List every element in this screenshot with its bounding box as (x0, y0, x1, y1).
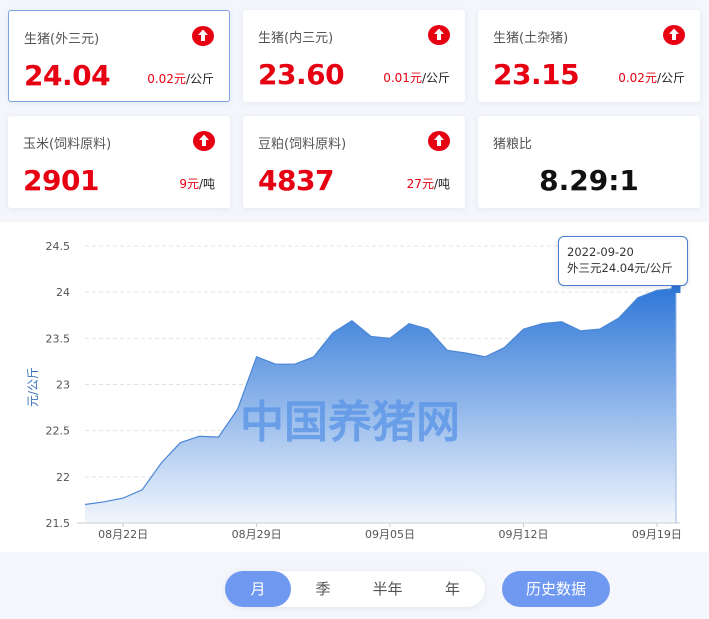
arrow-up-icon (663, 25, 685, 45)
card-change: 0.02元/公斤 (618, 69, 685, 86)
x-tick-label: 09月05日 (365, 528, 415, 541)
chart-svg: 中国养猪网 21.5 22 22.5 23 23.5 24 24.5 08月22日 08月29日… (26, 240, 682, 541)
y-tick-label: 23.5 (46, 332, 71, 345)
change-unit: /公斤 (421, 71, 450, 85)
y-tick-label: 22 (56, 471, 70, 484)
price-chart: 中国养猪网 21.5 22 22.5 23 23.5 24 24.5 08月22日 08月29日… (0, 222, 709, 552)
watermark: 中国养猪网 (240, 397, 460, 448)
y-tick-label: 21.5 (46, 517, 71, 530)
card-price: 4837 (258, 164, 334, 197)
range-year[interactable]: 年 (444, 580, 460, 598)
change-unit: /公斤 (656, 71, 685, 85)
range-quarter[interactable]: 季 (315, 580, 331, 598)
price-card[interactable]: 玉米(饲料原料) 2901 9元/吨 (8, 116, 230, 208)
x-tick-label: 08月29日 (232, 528, 282, 541)
chart-tooltip: 2022-09-20 外三元24.04元/公斤 (558, 236, 688, 286)
change-value: 0.01元 (383, 71, 422, 85)
card-name: 猪粮比 (493, 137, 533, 152)
price-card[interactable]: 生猪(外三元) 24.04 0.02元/公斤 (8, 10, 230, 102)
change-unit: /吨 (433, 177, 450, 191)
card-name: 豆粕(饲料原料) (258, 137, 347, 152)
range-half-year[interactable]: 半年 (372, 580, 403, 598)
range-selector: 月 季 半年 年 (225, 571, 485, 607)
hover-marker (671, 283, 681, 293)
change-value: 27元 (406, 177, 434, 191)
change-unit: /吨 (198, 177, 215, 191)
card-name: 生猪(内三元) (258, 31, 334, 46)
card-change: 0.01元/公斤 (383, 69, 450, 86)
price-card[interactable]: 豆粕(饲料原料) 4837 27元/吨 (243, 116, 465, 208)
price-card[interactable]: 生猪(土杂猪) 23.15 0.02元/公斤 (478, 10, 700, 102)
ratio-card[interactable]: 猪粮比 8.29:1 (478, 116, 700, 208)
y-tick-label: 22.5 (46, 425, 71, 438)
card-price: 24.04 (24, 59, 111, 92)
x-tick-label: 08月22日 (98, 528, 148, 541)
x-tick-label: 09月19日 (632, 528, 682, 541)
arrow-up-icon (428, 131, 450, 151)
price-card[interactable]: 生猪(内三元) 23.60 0.01元/公斤 (243, 10, 465, 102)
change-value: 0.02元 (147, 72, 186, 86)
range-month[interactable]: 月 (225, 571, 291, 607)
history-data-button[interactable]: 历史数据 (502, 571, 610, 607)
card-change: 0.02元/公斤 (147, 70, 214, 87)
card-price: 2901 (23, 164, 99, 197)
ratio-value: 8.29:1 (539, 164, 639, 197)
series-line (84, 287, 677, 506)
change-value: 0.02元 (618, 71, 657, 85)
change-unit: /公斤 (185, 72, 214, 86)
change-value: 9元 (179, 177, 199, 191)
arrow-up-icon (192, 26, 214, 46)
y-tick-label: 23 (56, 379, 70, 392)
arrow-up-icon (428, 25, 450, 45)
card-change: 9元/吨 (179, 175, 215, 192)
card-price: 23.60 (258, 58, 345, 91)
y-tick-label: 24.5 (46, 240, 71, 253)
area-fill (85, 288, 676, 523)
card-name: 生猪(外三元) (24, 32, 100, 47)
tooltip-date: 2022-09-20 (567, 245, 634, 259)
card-name: 玉米(饲料原料) (23, 137, 112, 152)
card-name: 生猪(土杂猪) (493, 31, 569, 46)
card-change: 27元/吨 (407, 175, 450, 192)
y-axis-label: 元/公斤 (26, 367, 40, 407)
tooltip-text: 外三元24.04元/公斤 (567, 261, 673, 275)
arrow-up-icon (193, 131, 215, 151)
card-price: 23.15 (493, 58, 580, 91)
x-tick-label: 09月12日 (498, 528, 548, 541)
y-tick-label: 24 (56, 286, 70, 299)
